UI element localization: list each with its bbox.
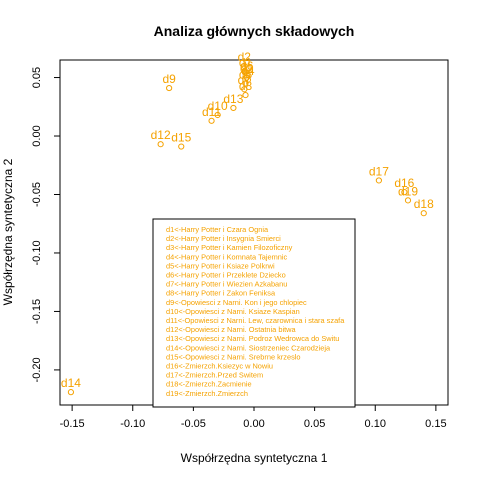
x-tick-label: 0.05 [304,418,325,430]
legend-entry: d3<-Harry Potter i Kamien Filozoficzny [166,243,293,252]
y-tick-label: 0.00 [31,125,43,146]
legend-entry: d8<-Harry Potter i Zakon Feniksa [166,289,276,298]
data-point [230,104,237,112]
legend-entry: d15<-Opowiesci z Narni. Srebrne krzeslo [166,352,301,361]
point-label: d16 [394,176,414,190]
data-point [242,91,249,99]
data-point [401,189,408,196]
data-point [420,210,427,217]
point-label: d10 [208,99,228,113]
point-label: d8 [239,79,253,93]
data-point [242,80,249,87]
legend-entry: d11<-Opowiesci z Narni. Lew, czarownica … [166,316,345,325]
data-point [375,177,382,184]
legend-entry: d10<-Opowiesci z Narni. Ksiaze Kaspian [166,307,300,316]
legend-box [152,218,356,408]
point-label: d13 [223,92,243,106]
data-point [178,143,185,150]
point-label: d17 [369,164,389,178]
legend-entry: d5<-Harry Potter i Ksiaze Polkrwi [166,261,275,270]
data-point [214,111,221,119]
data-point [157,141,164,148]
point-label: d6 [240,59,254,73]
legend-entry: d16<-Zmierzch.Ksiezyc w Nowiu [166,362,273,371]
data-point [241,86,248,93]
y-tick-label: -0.10 [31,240,43,265]
point-label: d12 [151,128,171,142]
legend: d1<-Harry Potter i Czara Ogniad2<-Harry … [152,218,356,408]
x-tick-label: 0.00 [243,418,264,430]
legend-entry: d17<-Zmierzch.Przed Switem [166,371,263,380]
x-tick-label: 0.15 [425,418,446,430]
legend-entry: d7<-Harry Potter i Wiezien Azkabanu [166,280,287,289]
point-label: d15 [171,131,191,145]
point-label: d5 [239,67,253,81]
legend-entry: d1<-Harry Potter i Czara Ognia [166,225,269,234]
legend-entry: d12<-Opowiesci z Narni. Ostatnia bitwa [166,325,296,334]
point-label: d1 [239,56,253,70]
data-point [404,197,412,204]
legend-entry: d2<-Harry Potter i Insygnia Smierci [166,234,281,243]
x-tick-label: -0.15 [60,418,85,430]
data-point [243,72,250,79]
point-label: d11 [202,105,221,119]
legend-entry: d6<-Harry Potter i Przeklete Dziecko [166,271,286,280]
chart-title: Analiza głównych składowych [154,23,355,39]
data-point [166,84,173,92]
legend-entry: d9<-Opowiesci z Narni. Kon i jego chlopi… [166,298,307,307]
data-point [241,62,248,69]
point-label: d14 [61,376,81,390]
x-tick-label: 0.10 [365,418,386,430]
data-point [208,117,215,124]
x-axis: -0.15 -0.10 -0.05 0.00 0.05 0.10 0.15 [60,405,447,430]
y-axis: -0.20 -0.15 -0.10 -0.05 0.00 0.05 [31,67,60,382]
legend-entry: d14<-Opowiesci z Narni. Siostrzeniec Cza… [166,343,331,352]
point-label: d7 [238,73,252,87]
x-axis-label: Współrzędna syntetyczna 1 [181,451,328,465]
x-tick-label: -0.05 [181,418,206,430]
legend-entry: d13<-Opowiesci z Narni. Podroz Wedrowca … [166,334,339,343]
data-point [67,389,75,396]
y-tick-label: -0.05 [31,182,43,207]
point-label: d19 [398,184,418,198]
y-tick-label: -0.20 [31,357,43,382]
legend-entry: d18<-Zmierzch.Zacmienie [166,380,252,389]
y-axis-label: Współrzędna syntetyczna 2 [1,158,15,305]
point-label: d18 [414,197,434,211]
y-tick-label: 0.05 [31,67,43,88]
point-label: d9 [162,72,176,86]
data-points: d1d2d3d4d5d6d7d8d9d10d11d12d13d14d15d16d… [61,50,434,396]
point-label: d3 [240,62,254,76]
y-tick-label: -0.15 [31,299,43,324]
data-point [242,68,249,75]
legend-entry: d19<-Zmierzch.Zmierzch [166,389,248,398]
legend-entry: d4<-Harry Potter i Komnata Tajemnic [166,252,288,261]
point-label: d2 [238,50,252,64]
x-tick-label: -0.10 [120,418,145,430]
